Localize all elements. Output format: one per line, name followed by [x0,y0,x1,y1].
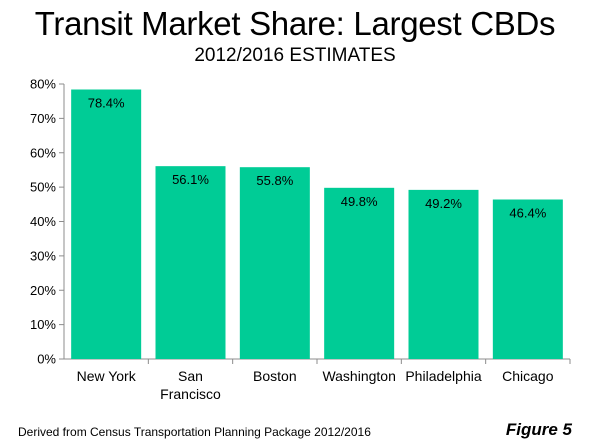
x-tick-label: San [178,368,203,384]
data-label: 55.8% [256,173,293,188]
chart-subtitle: 2012/2016 ESTIMATES [194,45,396,66]
data-label: 78.4% [88,96,125,111]
y-tick-label: 40% [30,214,56,229]
x-tick-label: New York [77,368,137,384]
bar [324,187,395,359]
bar [71,89,142,359]
data-label: 49.2% [425,196,462,211]
data-label: 49.8% [341,194,378,209]
y-tick-label: 60% [30,145,56,160]
bar [239,167,310,359]
x-tick-label: Chicago [502,368,554,384]
y-tick-label: 70% [30,111,56,126]
x-tick-label: Philadelphia [405,368,481,384]
x-tick-label: Boston [253,368,297,384]
y-tick-label: 50% [30,180,56,195]
bar [155,166,226,359]
x-tick-label: Francisco [160,386,221,402]
chart-title: Transit Market Share: Largest CBDs [34,5,556,42]
bar [408,189,479,359]
y-tick-label: 20% [30,283,56,298]
data-label: 56.1% [172,172,209,187]
data-label: 46.4% [509,206,546,221]
y-tick-label: 30% [30,248,56,263]
y-tick-label: 0% [37,352,56,367]
y-tick-label: 10% [30,317,56,332]
x-tick-label: Washington [322,368,395,384]
figure-label: Figure 5 [505,420,572,439]
source-note: Derived from Census Transportation Plann… [18,425,371,439]
y-tick-label: 80% [30,77,56,92]
bar [492,199,563,359]
